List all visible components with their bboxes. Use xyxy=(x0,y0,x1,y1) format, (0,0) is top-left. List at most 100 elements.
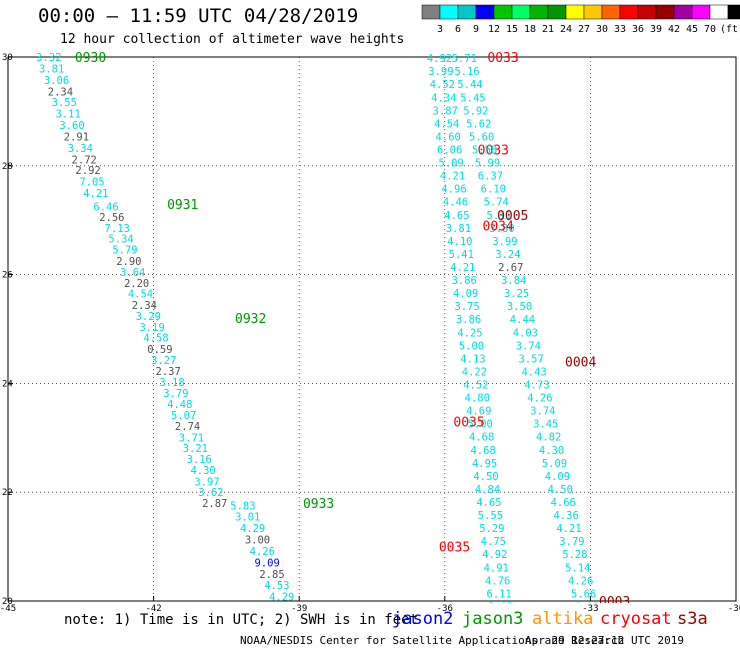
swh-value-label: 5.62 xyxy=(466,118,491,130)
y-tick-label: 20 xyxy=(2,597,13,607)
pass-time-label: 0035 xyxy=(453,415,484,430)
colorbar-tick-label: 39 xyxy=(650,24,662,35)
swh-value-label: 5.11 xyxy=(487,210,512,222)
swh-value-label: 6.11 xyxy=(487,588,512,600)
swh-value-label: 9.09 xyxy=(255,557,280,569)
swh-value-label: 5.66 xyxy=(571,588,596,600)
pass-time-label: 0931 xyxy=(167,198,198,213)
swh-value-label: 4.65 xyxy=(444,210,469,222)
swh-value-label: 0.59 xyxy=(147,344,172,356)
swh-value-label: 7.05 xyxy=(79,177,104,189)
swh-value-label: 3.11 xyxy=(56,109,81,121)
swh-value-label: 4.58 xyxy=(143,333,168,345)
legend-cryosat: cryosat xyxy=(600,609,672,629)
y-tick-label: 22 xyxy=(2,488,13,498)
chart-marks: 3.323.813.062.343.553.113.602.913.342.72… xyxy=(36,51,630,610)
mark-group: 3.323.813.062.343.553.113.602.913.342.72… xyxy=(36,51,630,610)
swh-value-label: 4.84 xyxy=(475,484,500,496)
swh-value-label: 4.03 xyxy=(513,327,538,339)
swh-value-label: 4.96 xyxy=(441,184,466,196)
swh-value-label: 2.37 xyxy=(156,366,181,378)
x-tick-label: -42 xyxy=(145,604,161,614)
x-tick-label: -39 xyxy=(291,604,307,614)
swh-value-label: 3.86 xyxy=(452,275,477,287)
y-tick-label: 26 xyxy=(2,271,13,281)
colorbar-tick-label: 33 xyxy=(614,24,626,35)
swh-value-label: 4.76 xyxy=(485,575,510,587)
footer-note: note: 1) Time is in UTC; 2) SWH is in fe… xyxy=(64,612,419,628)
swh-value-label: 5.83 xyxy=(230,500,255,512)
swh-value-label: 3.81 xyxy=(446,223,471,235)
swh-value-label: 4.44 xyxy=(510,314,535,326)
swh-value-label: 2.90 xyxy=(116,256,141,268)
swh-value-label: 6.46 xyxy=(93,202,118,214)
swh-value-label: 4.09 xyxy=(545,471,570,483)
colorbar-swatch xyxy=(583,4,603,20)
colorbar-swatch xyxy=(457,4,477,20)
swh-value-label: 4.46 xyxy=(443,197,468,209)
colorbar-swatch xyxy=(691,4,711,20)
swh-value-label: 6.37 xyxy=(478,171,503,183)
legend-jason2: jason2 xyxy=(392,609,454,629)
colorbar-swatch xyxy=(439,4,459,20)
swh-value-label: 3.25 xyxy=(504,288,529,300)
colorbar-tick-label: 70 xyxy=(704,24,716,35)
swh-value-label: 4.50 xyxy=(548,484,573,496)
swh-value-label: 5.74 xyxy=(484,197,509,209)
swh-value-label: 4.29 xyxy=(240,523,265,535)
page-subtitle: 12 hour collection of altimeter wave hei… xyxy=(60,32,405,47)
x-tick-label: -36 xyxy=(437,604,453,614)
swh-value-label: 3.55 xyxy=(52,97,77,109)
swh-value-label: 4.65 xyxy=(476,497,501,509)
footer-timestamp: Apr 29 12:27:12 UTC 2019 xyxy=(525,634,684,647)
swh-value-label: 3.18 xyxy=(159,377,184,389)
swh-value-label: 5.44 xyxy=(457,79,482,91)
swh-value-label: 4.30 xyxy=(190,465,215,477)
swh-value-label: 4.92 xyxy=(482,549,507,561)
pass-time-label: 0003 xyxy=(599,595,630,610)
swh-value-label: 4.52 xyxy=(463,379,488,391)
swh-value-label: 4.75 xyxy=(481,536,506,548)
swh-value-label: 4.95 xyxy=(472,458,497,470)
colorbar-tick-label: 36 xyxy=(632,24,644,35)
swh-value-label: 5.16 xyxy=(454,66,479,78)
swh-value-label: 3.34 xyxy=(68,143,93,155)
swh-value-label: 5.34 xyxy=(108,234,133,246)
swh-value-label: 3.79 xyxy=(163,388,188,400)
colorbar-tick-label: 45 xyxy=(686,24,698,35)
pass-time-label: 0033 xyxy=(478,143,509,158)
swh-value-label: 4.43 xyxy=(521,366,546,378)
swh-value-label: 3.50 xyxy=(507,301,532,313)
swh-value-label: 3.79 xyxy=(559,536,584,548)
swh-value-label: 5.07 xyxy=(171,410,196,422)
colorbar-swatch xyxy=(601,4,621,20)
swh-value-label: 5.29 xyxy=(479,523,504,535)
colorbar-swatch xyxy=(529,4,549,20)
swh-value-label: 3.99 xyxy=(428,66,453,78)
swh-value-label: 2.87 xyxy=(202,498,227,510)
swh-value-label: 4.13 xyxy=(460,353,485,365)
swh-value-label: 3.97 xyxy=(194,476,219,488)
swh-value-label: 5.79 xyxy=(112,245,137,257)
colorbar-swatch xyxy=(637,4,657,20)
swh-value-label: 4.91 xyxy=(484,562,509,574)
swh-value-label: 3.86 xyxy=(456,314,481,326)
swh-value-label: 3.19 xyxy=(139,322,164,334)
swh-value-label: 5.45 xyxy=(460,92,485,104)
swh-value-label: 7.13 xyxy=(105,223,130,235)
swh-value-label: 4.73 xyxy=(524,379,549,391)
swh-value-label: 4.26 xyxy=(250,546,275,558)
colorbar-swatch xyxy=(709,4,729,20)
y-tick-label: 28 xyxy=(2,162,13,172)
colorbar-tick-label: 15 xyxy=(506,24,518,35)
swh-value-label: 4.50 xyxy=(473,471,498,483)
plot-frame xyxy=(7,56,737,602)
colorbar-swatch xyxy=(673,4,693,20)
swh-value-label: 3.60 xyxy=(59,120,84,132)
colorbar-tick-label: 18 xyxy=(524,24,536,35)
colorbar-swatch xyxy=(421,4,441,20)
swh-value-label: 3.57 xyxy=(519,353,544,365)
